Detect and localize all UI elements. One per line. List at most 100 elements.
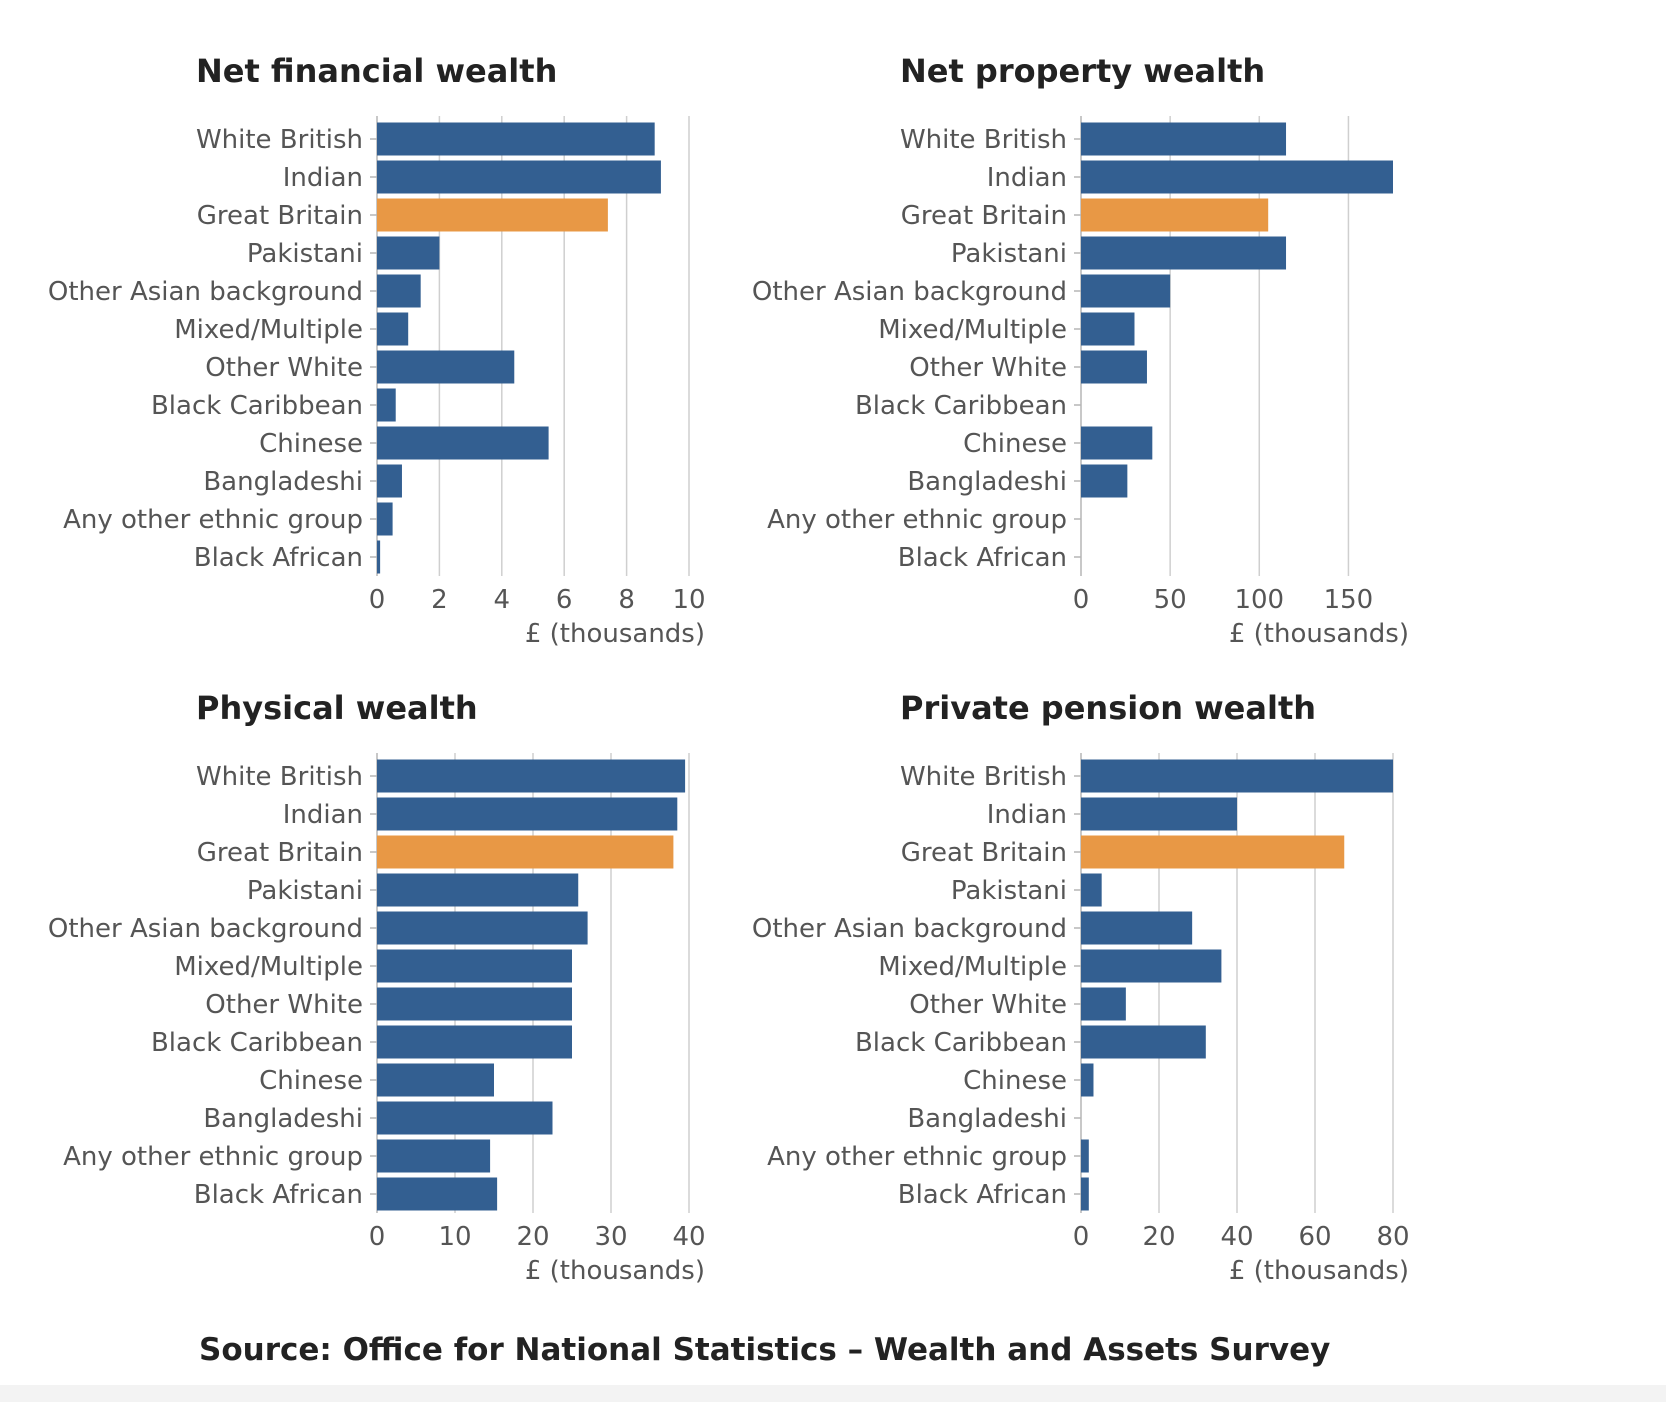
bar bbox=[377, 1139, 491, 1173]
bar bbox=[377, 312, 409, 346]
category-label: Black Caribbean bbox=[855, 1028, 1067, 1058]
bar bbox=[377, 1177, 498, 1211]
bar bbox=[1081, 122, 1287, 156]
x-tick-label: 2 bbox=[431, 585, 448, 615]
bar bbox=[377, 911, 588, 945]
source-note: Source: Office for National Statistics –… bbox=[199, 1332, 1331, 1368]
category-label: Other White bbox=[205, 353, 363, 383]
category-label: Mixed/Multiple bbox=[878, 315, 1067, 345]
x-tick-label: 0 bbox=[369, 585, 386, 615]
x-tick-label: 40 bbox=[672, 1222, 705, 1252]
category-label: Any other ethnic group bbox=[63, 505, 363, 535]
x-tick-label: 80 bbox=[1376, 1222, 1409, 1252]
footer-bar bbox=[0, 1385, 1666, 1402]
category-label: Pakistani bbox=[951, 876, 1067, 906]
category-label: Great Britain bbox=[901, 201, 1067, 231]
private-pension-wealth-chart: White British Indian Great Britain Pakistan… bbox=[752, 753, 1410, 1286]
category-label: Black African bbox=[898, 1180, 1067, 1210]
bar bbox=[377, 1101, 553, 1135]
bar bbox=[1081, 236, 1287, 270]
bar bbox=[377, 1063, 494, 1097]
bar bbox=[1081, 1177, 1089, 1211]
bar bbox=[1081, 1025, 1206, 1059]
bar bbox=[1081, 350, 1147, 384]
bar bbox=[377, 759, 686, 793]
category-label: Black African bbox=[194, 1180, 363, 1210]
bar bbox=[1081, 198, 1269, 232]
bar bbox=[1081, 911, 1193, 945]
category-label: Chinese bbox=[963, 429, 1067, 459]
category-label: White British bbox=[196, 125, 363, 155]
bar bbox=[377, 274, 421, 308]
x-tick-label: 50 bbox=[1154, 585, 1187, 615]
category-label: Black African bbox=[194, 543, 363, 573]
category-label: Indian bbox=[283, 800, 363, 830]
category-label: Pakistani bbox=[247, 876, 363, 906]
net-property-wealth-chart: White British Indian Great Britain Pakistan… bbox=[752, 116, 1409, 649]
bar bbox=[377, 122, 655, 156]
category-label: Black Caribbean bbox=[855, 391, 1067, 421]
bar bbox=[1081, 160, 1393, 194]
bar bbox=[1081, 426, 1153, 460]
chart-title: Private pension wealth bbox=[900, 689, 1317, 727]
category-label: Chinese bbox=[259, 1066, 363, 1096]
bar bbox=[1081, 464, 1128, 498]
category-label: Black African bbox=[898, 543, 1067, 573]
bar bbox=[377, 1025, 572, 1059]
bar bbox=[1081, 759, 1393, 793]
category-label: Mixed/Multiple bbox=[174, 952, 363, 982]
net-financial-wealth-chart: White British Indian Great Britain Pakistan… bbox=[48, 116, 706, 649]
category-label: Any other ethnic group bbox=[767, 1142, 1067, 1172]
x-tick-label: 30 bbox=[594, 1222, 627, 1252]
category-label: Other White bbox=[909, 990, 1067, 1020]
chart-title: Net financial wealth bbox=[196, 52, 558, 90]
bar bbox=[377, 949, 572, 983]
category-label: Other Asian background bbox=[48, 277, 363, 307]
bar bbox=[377, 464, 402, 498]
category-label: Great Britain bbox=[197, 201, 363, 231]
category-label: Mixed/Multiple bbox=[174, 315, 363, 345]
bar bbox=[377, 873, 579, 907]
category-label: Other Asian background bbox=[752, 277, 1067, 307]
x-tick-label: 20 bbox=[516, 1222, 549, 1252]
bar bbox=[377, 835, 674, 869]
category-label: Great Britain bbox=[901, 838, 1067, 868]
bar bbox=[377, 236, 440, 270]
category-label: Other White bbox=[205, 990, 363, 1020]
x-tick-label: 60 bbox=[1298, 1222, 1331, 1252]
bar bbox=[1081, 835, 1345, 869]
x-tick-label: 0 bbox=[1073, 585, 1090, 615]
category-label: Any other ethnic group bbox=[767, 505, 1067, 535]
x-tick-label: 40 bbox=[1220, 1222, 1253, 1252]
category-label: Bangladeshi bbox=[907, 1104, 1067, 1134]
category-label: Any other ethnic group bbox=[63, 1142, 363, 1172]
x-tick-label: 0 bbox=[1073, 1222, 1090, 1252]
bar bbox=[1081, 312, 1135, 346]
category-label: Indian bbox=[987, 800, 1067, 830]
category-label: Indian bbox=[283, 163, 363, 193]
category-label: Black Caribbean bbox=[151, 391, 363, 421]
x-axis-label: £ (thousands) bbox=[525, 619, 705, 649]
category-label: Bangladeshi bbox=[203, 467, 363, 497]
bar bbox=[1081, 797, 1237, 831]
x-tick-label: 4 bbox=[494, 585, 511, 615]
x-tick-label: 100 bbox=[1234, 585, 1284, 615]
category-label: Mixed/Multiple bbox=[878, 952, 1067, 982]
bar bbox=[377, 540, 381, 574]
chart-title: Net property wealth bbox=[900, 52, 1266, 90]
x-tick-label: 8 bbox=[618, 585, 635, 615]
bar bbox=[377, 502, 393, 536]
x-tick-label: 10 bbox=[672, 585, 705, 615]
bar bbox=[377, 987, 572, 1021]
category-label: Pakistani bbox=[247, 239, 363, 269]
category-label: Black Caribbean bbox=[151, 1028, 363, 1058]
x-axis-label: £ (thousands) bbox=[525, 1256, 705, 1286]
x-tick-label: 20 bbox=[1142, 1222, 1175, 1252]
bar bbox=[377, 160, 661, 194]
x-tick-label: 0 bbox=[369, 1222, 386, 1252]
chart-title: Physical wealth bbox=[196, 689, 478, 727]
bar bbox=[377, 198, 608, 232]
bar bbox=[377, 350, 515, 384]
x-axis-label: £ (thousands) bbox=[1229, 1256, 1409, 1286]
